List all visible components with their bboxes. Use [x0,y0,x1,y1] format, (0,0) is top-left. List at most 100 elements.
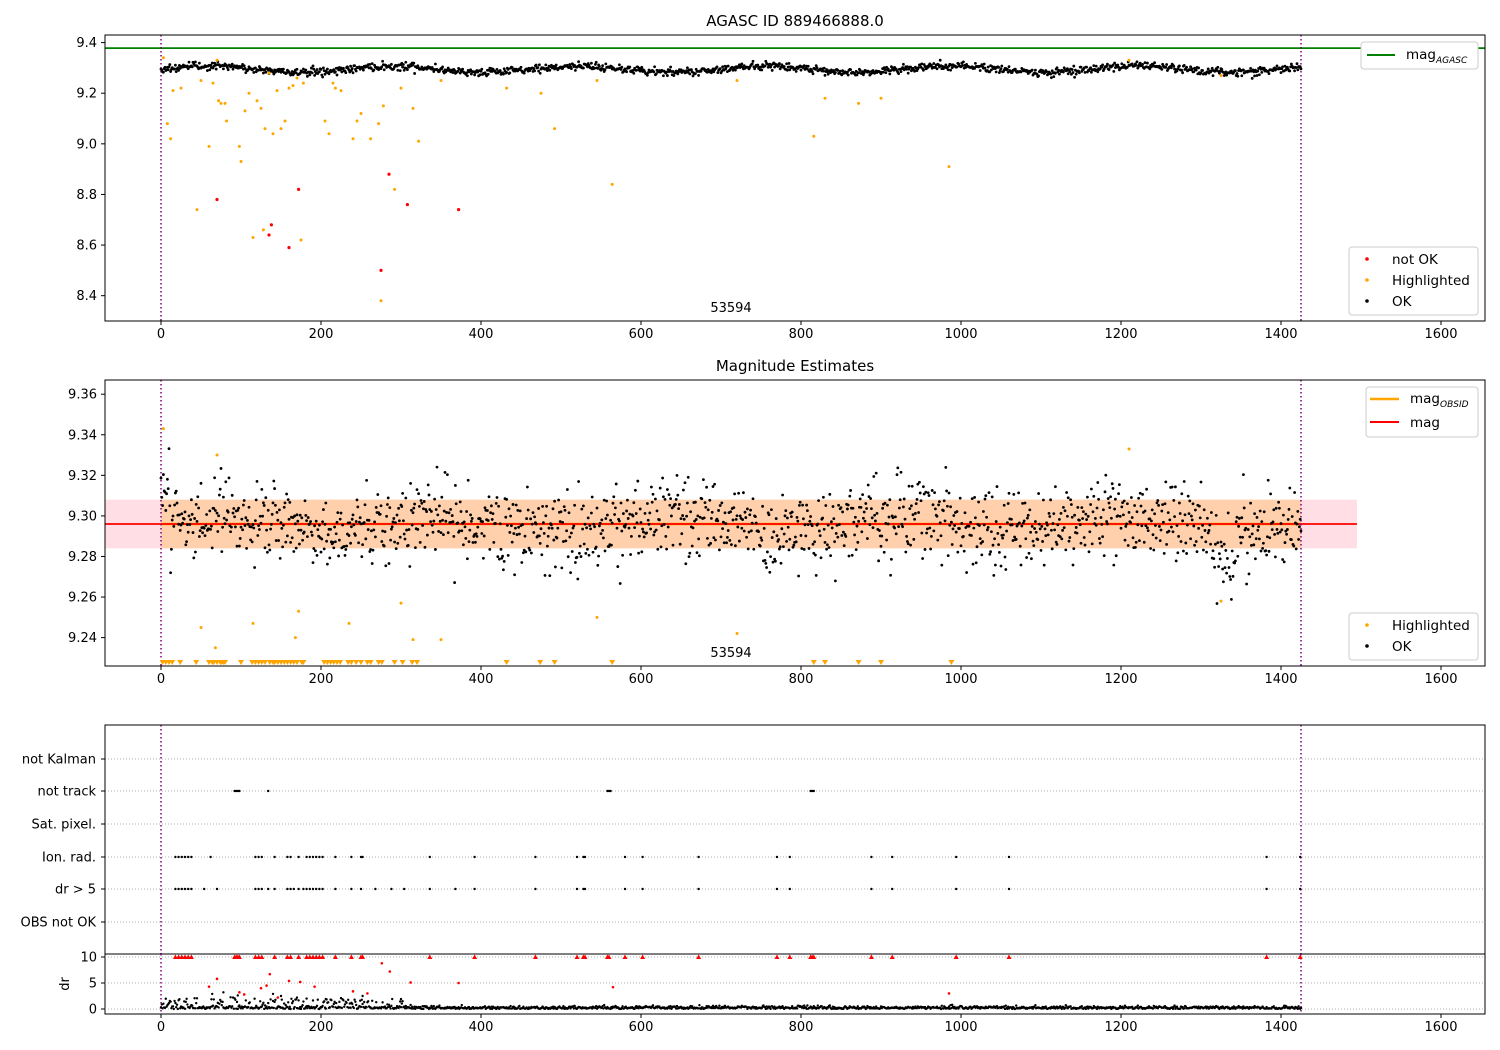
ok-point [406,544,410,547]
dr-ok-point [355,1003,358,1007]
ok-point [1220,68,1224,71]
ok-point [518,532,521,536]
ok-point [347,534,351,537]
ok-point [475,534,479,538]
ok-point [402,63,405,66]
ok-point [1114,554,1118,558]
ok-point [828,492,832,496]
below-range-marker [399,660,406,665]
ok-point [386,503,389,506]
ok-point [1268,536,1272,540]
ok-point [384,564,388,568]
ok-point [584,551,588,555]
ok-point [440,495,444,499]
ok-point [351,71,355,75]
ok-point [818,534,822,538]
ok-point [1237,524,1240,528]
flag-point [302,887,305,891]
ok-point [486,509,489,512]
highlighted-point [351,137,355,141]
ok-point [1089,66,1092,70]
dr-ok-point [875,1005,878,1008]
legend-ok-label: OK [1392,294,1413,310]
highlighted-point [161,427,165,431]
ok-point [682,517,686,521]
dr-capped-marker [320,954,326,959]
ok-point [374,506,378,509]
ok-point [1146,526,1149,530]
ok-point [460,529,464,533]
ok-point [354,69,358,73]
ok-point [381,59,384,63]
ok-point [1283,541,1287,544]
ok-point [429,520,432,524]
dr-ok-point [940,1004,943,1008]
dr-ok-point [266,1007,269,1010]
ok-point [1094,523,1098,527]
x-tick-label: 1400 [1264,672,1297,687]
ok-point [1165,63,1168,66]
ok-point [985,515,988,519]
dr-capped-marker [304,954,310,959]
ok-point [362,68,365,72]
ok-point [824,504,828,507]
ok-point [768,570,772,574]
y-tick-label: 8.4 [76,289,97,304]
ok-point [814,64,818,68]
ok-point [294,546,298,550]
dr-capped-marker [640,954,646,959]
ok-point [350,67,354,70]
ok-point [259,521,263,525]
ok-point [1197,66,1200,70]
ok-point [236,508,240,512]
x-tick-label: 1200 [1104,1020,1137,1035]
ok-point [648,511,652,515]
below-range-marker [948,660,955,665]
ok-point [629,553,632,556]
dr-capped-marker [256,954,262,959]
ok-point [665,547,668,551]
ok-point [698,554,701,558]
ok-point [305,519,308,523]
dr-ok-point [315,1004,319,1008]
ok-point [1045,70,1048,74]
highlighted-point [275,89,279,93]
ok-point [587,553,591,557]
ok-point [923,65,927,68]
ok-point [314,549,317,553]
ok-point [986,526,990,529]
ok-point [410,523,414,527]
flag-category-label: Sat. pixel. [32,818,96,833]
below-range-marker [294,660,300,665]
highlighted-point [333,86,337,90]
ok-point [546,544,549,548]
ok-point [426,533,429,537]
ok-point [790,515,793,519]
ok-point [666,488,669,491]
ok-point [530,551,533,555]
ok-point [1142,540,1146,544]
ok-point [636,479,640,483]
ok-point [754,521,758,525]
ok-point [724,67,728,71]
highlighted-point [263,127,267,131]
ok-point [1261,546,1264,550]
ok-point [295,513,299,517]
ok-point [545,504,548,508]
ok-point [309,520,312,523]
ok-point [1102,508,1105,512]
ok-point [360,555,364,559]
ok-point [1050,547,1054,551]
ok-point [890,557,893,561]
ok-point [1226,511,1230,515]
ok-point [777,538,780,541]
flag-point [257,855,260,859]
ok-point [510,540,514,544]
ok-point [506,67,510,71]
flag-point [583,887,587,891]
dr-ok-point [409,1003,412,1007]
ok-point [1045,521,1048,525]
dr-ok-point [359,1005,363,1009]
ok-point [508,71,512,75]
ok-point [332,68,336,72]
